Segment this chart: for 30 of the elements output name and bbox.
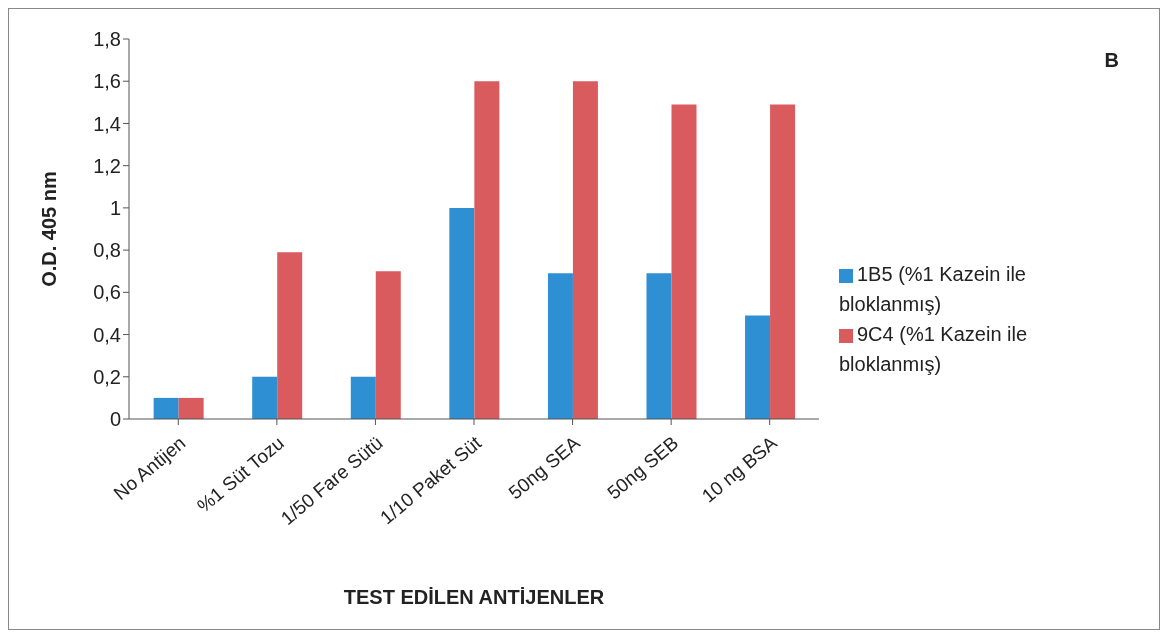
bar [252, 376, 278, 419]
y-tick-label: 1,8 [93, 28, 121, 51]
bar [375, 271, 401, 419]
y-tick-label: 1,6 [93, 70, 121, 93]
bar [178, 397, 204, 419]
y-tick-label: 0 [109, 408, 121, 431]
legend-label: 9C4 (%1 Kazein ile bloklanmış) [839, 323, 1028, 375]
bar [350, 376, 376, 419]
y-tick-label: 0,6 [93, 281, 121, 304]
y-tick-label: 0,4 [93, 323, 121, 346]
bar [572, 81, 598, 419]
x-tick-label: 10 ng BSA [697, 431, 782, 507]
y-axis-title: O.D. 405 nm [38, 171, 61, 287]
bar [547, 273, 573, 419]
bar [671, 104, 697, 419]
text: B [1104, 49, 1119, 72]
x-axis-title: TEST EDİLEN ANTİJENLER [343, 586, 605, 608]
bar [449, 207, 475, 419]
y-tick-label: 1,4 [93, 112, 121, 135]
bar [474, 81, 500, 419]
legend-label: 1B5 (%1 Kazein ile bloklanmış) [839, 263, 1026, 315]
bar [646, 273, 672, 419]
bar [277, 252, 303, 419]
y-tick-label: 0,8 [93, 239, 121, 262]
bar [770, 104, 796, 419]
bar [153, 397, 179, 419]
y-tick-label: 0,2 [93, 365, 121, 388]
y-tick-label: 1 [109, 196, 121, 219]
y-tick-label: 1,2 [93, 154, 121, 177]
bar [745, 315, 771, 419]
